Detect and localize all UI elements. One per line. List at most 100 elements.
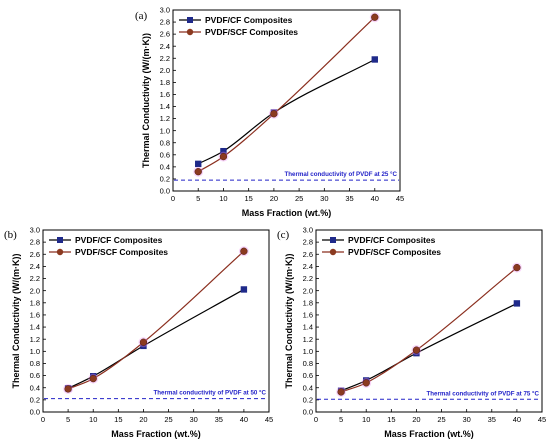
- series-line: [197, 58, 376, 165]
- x-tick-label: 25: [164, 415, 172, 424]
- legend-label: PVDF/CF Composites: [348, 235, 436, 245]
- y-axis-title: Thermal Conductivity (W/(m·K)): [141, 33, 151, 168]
- y-tick-label: 0.4: [303, 383, 313, 392]
- y-tick-label: 2.0: [303, 286, 313, 295]
- legend-label: PVDF/CF Composites: [205, 15, 293, 25]
- x-tick-label: 10: [362, 415, 370, 424]
- y-tick-label: 2.8: [30, 238, 40, 247]
- x-tick-label: 30: [462, 415, 470, 424]
- y-tick-label: 0.8: [160, 138, 170, 147]
- x-tick-label: 0: [171, 194, 175, 203]
- y-tick-label: 0.4: [160, 162, 170, 171]
- y-tick-label: 1.0: [303, 347, 313, 356]
- series-scf: [193, 12, 380, 177]
- x-tick-label: 20: [139, 415, 147, 424]
- legend-label: PVDF/CF Composites: [75, 235, 163, 245]
- x-tick-label: 0: [314, 415, 318, 424]
- legend-label: PVDF/SCF Composites: [75, 247, 168, 257]
- x-axis-title: Mass Fraction (wt.%): [111, 429, 201, 439]
- data-point: [412, 346, 421, 354]
- x-tick-label: 25: [437, 415, 445, 424]
- x-tick-label: 25: [295, 194, 303, 203]
- y-tick-label: 1.6: [160, 90, 170, 99]
- y-tick-label: 1.4: [303, 323, 313, 332]
- y-tick-label: 0.2: [160, 175, 170, 184]
- y-axis-title: Thermal Conductivity (W/(m·K)): [284, 254, 294, 389]
- y-tick-label: 3.0: [160, 6, 170, 15]
- x-tick-label: 15: [114, 415, 122, 424]
- data-point: [371, 56, 378, 63]
- y-tick-label: 0.8: [30, 359, 40, 368]
- series-cf: [195, 56, 378, 168]
- y-tick-label: 2.8: [303, 238, 313, 247]
- y-tick-label: 1.0: [160, 126, 170, 135]
- panel-label: (b): [4, 229, 17, 241]
- y-tick-label: 2.2: [30, 274, 40, 283]
- y-tick-label: 1.8: [303, 298, 313, 307]
- y-tick-label: 2.2: [160, 54, 170, 63]
- x-tick-label: 35: [345, 194, 353, 203]
- x-tick-label: 40: [371, 194, 379, 203]
- data-point: [139, 338, 148, 346]
- data-point: [194, 168, 202, 176]
- x-tick-label: 5: [196, 194, 200, 203]
- data-point: [195, 160, 202, 168]
- data-point: [220, 147, 227, 155]
- data-point: [513, 300, 521, 307]
- x-tick-label: 45: [265, 415, 273, 424]
- x-tick-label: 20: [412, 415, 420, 424]
- y-tick-label: 2.6: [30, 250, 40, 259]
- data-point: [240, 286, 248, 293]
- plot-frame: [315, 229, 543, 413]
- series-scf: [336, 262, 522, 397]
- legend-label: PVDF/SCF Composites: [348, 247, 441, 257]
- x-axis-title: Mass Fraction (wt.%): [384, 429, 474, 439]
- y-tick-label: 2.0: [30, 286, 40, 295]
- x-tick-label: 20: [270, 194, 278, 203]
- data-point: [513, 263, 521, 272]
- y-tick-label: 2.4: [303, 262, 313, 271]
- y-tick-label: 1.6: [303, 311, 313, 320]
- data-point: [89, 374, 97, 383]
- x-tick-label: 10: [89, 415, 97, 424]
- y-tick-label: 0.6: [30, 371, 40, 380]
- y-tick-label: 1.2: [160, 114, 170, 123]
- panel-label: (a): [135, 10, 148, 22]
- x-tick-label: 35: [215, 415, 223, 424]
- panel-label: (c): [277, 229, 290, 241]
- y-tick-label: 2.0: [160, 66, 170, 75]
- series-scf: [63, 246, 249, 394]
- y-tick-label: 2.2: [303, 274, 313, 283]
- x-tick-label: 45: [538, 415, 546, 424]
- legend-marker: [187, 17, 193, 23]
- x-tick-label: 30: [320, 194, 328, 203]
- series-line: [340, 267, 518, 393]
- y-tick-label: 2.4: [30, 262, 40, 271]
- x-tick-label: 45: [396, 194, 404, 203]
- legend-marker: [186, 28, 194, 36]
- legend-marker: [56, 248, 64, 256]
- reference-label: Thermal conductivity of PVDF at 25 °C: [285, 171, 398, 178]
- reference-label: Thermal conductivity of PVDF at 50 °C: [154, 390, 267, 397]
- chart-panel-1: (b) 0 5 10 15 20 25 30 35 40 45 0.0 0.2 0.4 0.6 0.8 1.0 1…: [4, 226, 273, 439]
- y-axis-title: Thermal Conductivity (W/(m·K)): [11, 254, 21, 389]
- x-tick-label: 40: [513, 415, 521, 424]
- legend-marker: [329, 248, 337, 256]
- data-point: [240, 247, 248, 255]
- data-point: [337, 388, 345, 396]
- data-point: [219, 152, 228, 161]
- y-tick-label: 3.0: [30, 226, 40, 235]
- y-tick-label: 1.2: [30, 335, 40, 344]
- y-tick-label: 2.6: [303, 250, 313, 259]
- y-tick-label: 1.4: [30, 323, 40, 332]
- plot-frame: [42, 229, 270, 413]
- x-tick-label: 10: [219, 194, 227, 203]
- legend-marker: [330, 237, 336, 243]
- y-tick-label: 0.2: [30, 395, 40, 404]
- data-point: [371, 13, 379, 21]
- legend-marker: [57, 237, 63, 243]
- y-tick-label: 0.0: [30, 408, 40, 417]
- y-tick-label: 1.4: [160, 102, 170, 111]
- x-tick-label: 15: [244, 194, 252, 203]
